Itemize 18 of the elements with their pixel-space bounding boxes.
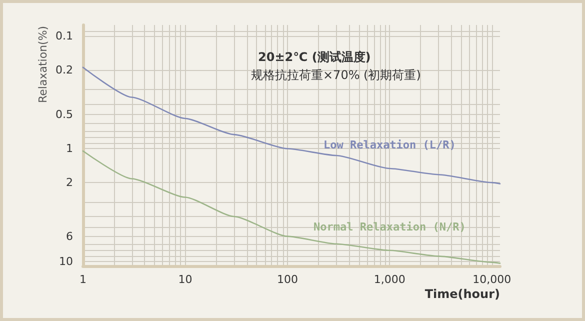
y-tick-label: 6: [66, 230, 73, 243]
x-tick-label: 1: [80, 273, 86, 286]
y-tick-label: 0.5: [56, 108, 73, 122]
x-tick-label: 1,000: [374, 273, 406, 286]
y-tick-label: 0.2: [56, 63, 73, 76]
x-tick-label: 10,000: [472, 273, 512, 286]
y-tick-label: 2: [66, 176, 73, 190]
y-tick-label: 1: [66, 142, 73, 156]
series-label: Normal Relaxation (N/R): [314, 220, 466, 234]
y-tick-label: 10: [59, 254, 73, 268]
x-axis-title: Time(hour): [424, 287, 500, 301]
annotation: 规格抗拉荷重×70% (初期荷重): [251, 68, 421, 82]
x-tick-label: 10: [178, 273, 192, 286]
x-tick-label: 100: [276, 273, 298, 286]
y-axis-title: Relaxation(%): [36, 26, 50, 103]
series-label: Low Relaxation (L/R): [323, 138, 456, 152]
annotation: 20±2℃ (测试温度): [258, 50, 371, 64]
y-tick-label: 0.1: [56, 29, 73, 42]
